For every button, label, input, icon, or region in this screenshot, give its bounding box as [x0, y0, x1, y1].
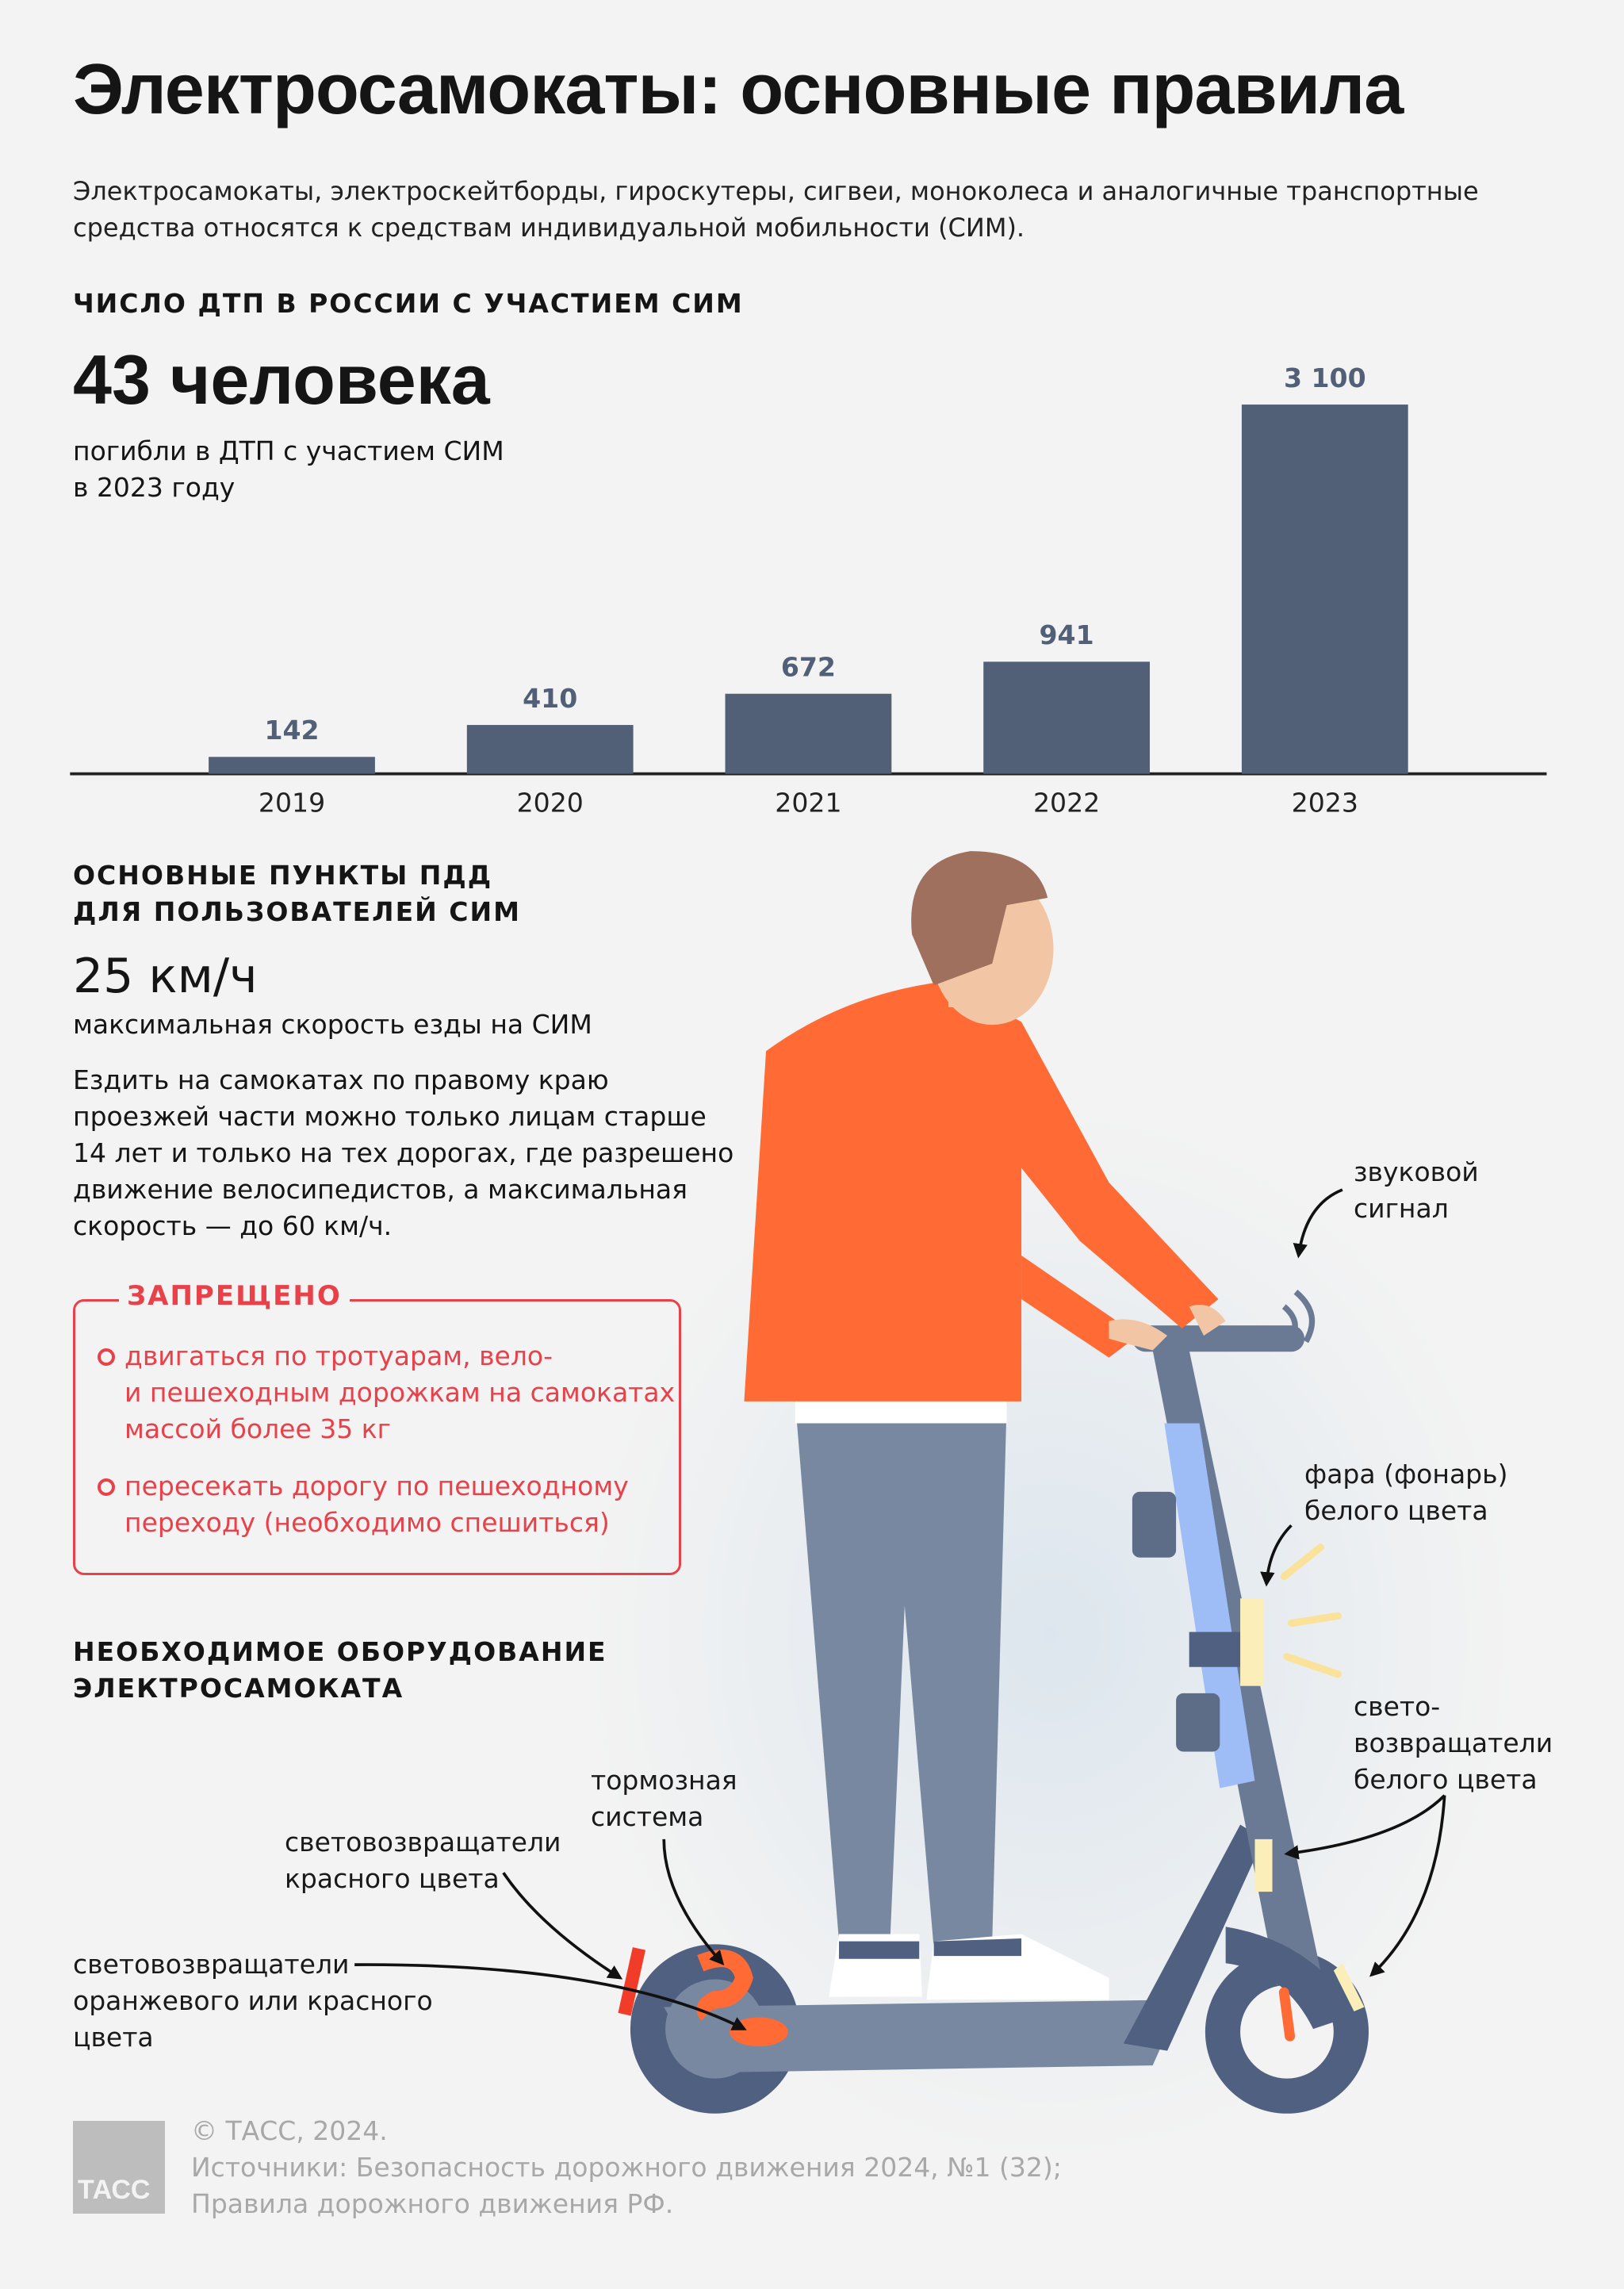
tass-logo: ТАСС	[73, 2121, 165, 2214]
item-line: и пешеходным дорожкам на самокатах	[124, 1377, 676, 1408]
scooter	[618, 1290, 1369, 2114]
paragraph-line: Ездить на самокатах по правому краю	[73, 1064, 609, 1095]
bar-value-label: 3 100	[1284, 362, 1366, 393]
bar-value-label: 941	[1040, 619, 1094, 650]
forbidden-box: двигаться по тротуарам, вело- и пешеходн…	[73, 1299, 681, 1575]
label-line: звуковой	[1354, 1156, 1479, 1187]
heading-line: ДЛЯ ПОЛЬЗОВАТЕЛЕЙ СИМ	[73, 896, 521, 927]
year-tick-label: 2021	[775, 787, 841, 818]
bar-2022	[983, 661, 1150, 774]
label-white-reflectors: свето- возвращатели белого цвета	[1354, 1689, 1553, 1798]
forbidden-item: двигаться по тротуарам, вело- и пешеходн…	[98, 1338, 680, 1447]
label-line: цвета	[73, 2022, 154, 2053]
logo-text: ТАСС	[78, 2175, 151, 2205]
bar-2023	[1241, 405, 1408, 774]
footer-credits: © ТАСС, 2024. Источники: Безопасность до…	[191, 2113, 1062, 2222]
label-horn: звуковой сигнал	[1354, 1154, 1479, 1227]
label-line: световозвращатели	[73, 1949, 350, 1980]
label-red-reflectors: световозвращатели красного цвета	[285, 1824, 561, 1897]
bar-2019	[209, 757, 375, 774]
bar-value-label: 410	[523, 683, 577, 714]
paragraph-line: движение велосипедистов, а максимальная	[73, 1174, 688, 1205]
rules-paragraph: Ездить на самокатах по правому краю прое…	[73, 1062, 733, 1244]
heading-line: ОСНОВНЫЕ ПУНКТЫ ПДД	[73, 860, 493, 891]
label-line: возвращатели	[1354, 1727, 1553, 1758]
bar-value-label: 672	[781, 652, 836, 683]
subtitle: Электросамокаты, электроскейтборды, гиро…	[73, 173, 1564, 246]
label-line: световозвращатели	[285, 1827, 561, 1858]
source-line: Источники: Безопасность дорожного движен…	[191, 2152, 1062, 2183]
equipment-heading: НЕОБХОДИМОЕ ОБОРУДОВАНИЕ ЭЛЕКТРОСАМОКАТА	[73, 1634, 607, 1707]
bar-2021	[725, 693, 892, 774]
label-line: тормозная	[591, 1765, 737, 1796]
caption-line: в 2023 году	[73, 472, 236, 503]
label-line: фара (фонарь)	[1304, 1459, 1508, 1490]
source-line: Правила дорожного движения РФ.	[191, 2188, 674, 2219]
deaths-caption: погибли в ДТП с участием СИМ в 2023 году	[73, 433, 504, 506]
deaths-highlight: 43 человека	[73, 340, 490, 419]
rules-heading: ОСНОВНЫЕ ПУНКТЫ ПДД ДЛЯ ПОЛЬЗОВАТЕЛЕЙ СИ…	[73, 857, 521, 930]
page-title: Электросамокаты: основные правила	[73, 50, 1404, 129]
forbidden-item: пересекать дорогу по пешеходному переход…	[98, 1468, 680, 1541]
bullet-icon	[98, 1348, 115, 1366]
year-tick-label: 2023	[1292, 787, 1358, 818]
label-line: красного цвета	[285, 1863, 500, 1894]
label-arrows	[354, 1188, 1446, 2030]
label-brake: тормозная система	[591, 1762, 737, 1835]
bar-value-label: 142	[264, 715, 319, 746]
heading-line: ЭЛЕКТРОСАМОКАТА	[73, 1673, 404, 1704]
label-line: белого цвета	[1354, 1764, 1538, 1795]
bullet-icon	[98, 1478, 115, 1496]
rider	[744, 851, 1226, 2000]
speed-limit: 25 км/ч	[73, 949, 258, 1004]
item-line: двигаться по тротуарам, вело-	[124, 1340, 553, 1371]
speed-caption: максимальная скорость езды на СИМ	[73, 1009, 592, 1040]
label-line: оранжевого или красного	[73, 1985, 433, 2016]
label-line: свето-	[1354, 1691, 1441, 1722]
copyright: © ТАСС, 2024.	[191, 2115, 388, 2146]
paragraph-line: 14 лет и только на тех дорогах, где разр…	[73, 1137, 734, 1168]
paragraph-line: проезжей части можно только лицам старше	[73, 1101, 707, 1132]
label-line: сигнал	[1354, 1193, 1449, 1224]
item-line: пересекать дорогу по пешеходному	[124, 1470, 629, 1501]
item-line: массой более 35 кг	[124, 1413, 392, 1444]
year-tick-label: 2020	[517, 787, 584, 818]
item-line: переходу (необходимо спешиться)	[124, 1507, 610, 1538]
label-line: система	[591, 1801, 704, 1832]
caption-line: погибли в ДТП с участием СИМ	[73, 435, 504, 466]
heading-line: НЕОБХОДИМОЕ ОБОРУДОВАНИЕ	[73, 1636, 607, 1667]
forbidden-heading: ЗАПРЕЩЕНО	[119, 1280, 350, 1312]
stats-heading: ЧИСЛО ДТП В РОССИИ С УЧАСТИЕМ СИМ	[73, 288, 744, 319]
subtitle-line: средства относятся к средствам индивидуа…	[73, 213, 1025, 243]
bar-chart: 142 2019 410 2020 672 2021 941 2022 3 100 2023	[70, 362, 1547, 818]
paragraph-line: скорость — до 60 км/ч.	[73, 1210, 393, 1241]
year-tick-label: 2019	[259, 787, 325, 818]
label-headlight: фара (фонарь) белого цвета	[1304, 1456, 1507, 1529]
bar-2020	[466, 725, 634, 774]
subtitle-line: Электросамокаты, электроскейтборды, гиро…	[73, 176, 1479, 206]
year-tick-label: 2022	[1033, 787, 1100, 818]
label-orange-reflectors: световозвращатели оранжевого или красног…	[73, 1946, 433, 2056]
label-line: белого цвета	[1304, 1495, 1488, 1526]
